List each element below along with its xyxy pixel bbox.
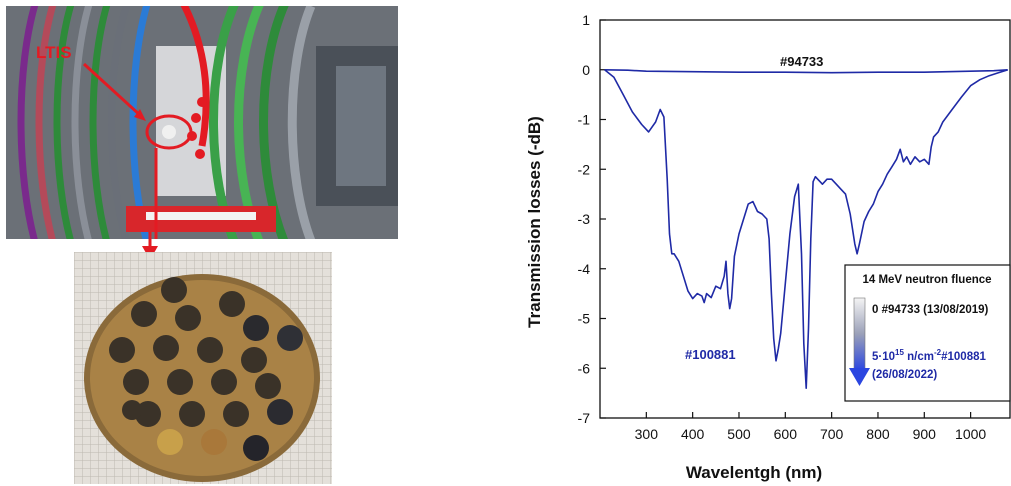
- y-tick-label: -5: [578, 311, 591, 327]
- fluence-arrow-icon: [849, 297, 870, 386]
- legend-title: 14 MeV neutron fluence: [862, 274, 991, 286]
- x-tick-label: 300: [635, 426, 659, 442]
- legend: 14 MeV neutron fluence 0 #94733 (13/08/2…: [844, 264, 1011, 402]
- y-tick-label: -6: [578, 360, 591, 376]
- transmission-chart: 300 400 500 600 700 800 900 1000 1 0 -1 -2 -3 -4 -5 -6 -…: [520, 0, 1011, 486]
- y-tick-label: 0: [582, 62, 590, 78]
- legend-box: [844, 264, 1011, 402]
- legend-fluence-unit: n/cm: [904, 351, 934, 363]
- y-tick-label: -2: [578, 161, 591, 177]
- y-tick-label: -7: [578, 410, 591, 426]
- y-tick-label: -3: [578, 211, 591, 227]
- x-tick-label: 800: [866, 426, 890, 442]
- legend-entry-94733: 0 #94733 (13/08/2019): [872, 304, 989, 316]
- series-line-100881: [604, 69, 1008, 390]
- legend-fluence-exp: 15: [895, 348, 904, 357]
- legend-date-100881: (26/08/2022): [872, 369, 937, 381]
- y-axis-title: Transmission losses (-dB): [525, 116, 544, 328]
- sample-holder-photo: [74, 252, 332, 484]
- x-tick-label: 700: [820, 426, 844, 442]
- cad-render-graphic: LTIS: [6, 6, 398, 239]
- legend-entry-100881: 5·1015 n/cm-2#100881: [872, 348, 986, 363]
- x-tick-label: 400: [681, 426, 705, 442]
- legend-fluence-unit-exp: -2: [934, 348, 942, 357]
- x-axis-title: Wavelentgh (nm): [686, 463, 822, 482]
- series-label-94733: #94733: [780, 54, 823, 69]
- legend-fluence-base: 5·10: [872, 351, 895, 363]
- x-tick-label: 900: [913, 426, 937, 442]
- x-tick-label: 1000: [955, 426, 986, 442]
- ltis-label: LTIS: [36, 43, 72, 62]
- series-label-100881: #100881: [685, 347, 736, 362]
- x-tick-label: 600: [774, 426, 798, 442]
- cad-render-image: LTIS: [6, 6, 398, 239]
- y-tick-label: -1: [578, 112, 591, 128]
- legend-id-100881: #100881: [941, 351, 986, 363]
- y-tick-label: -4: [578, 261, 591, 277]
- chart-canvas: 300 400 500 600 700 800 900 1000 1 0 -1 -2 -3 -4 -5 -6 -…: [525, 12, 1011, 482]
- x-tick-label: 500: [727, 426, 751, 442]
- sample-holder-graphic: [74, 252, 332, 484]
- series-line-94733: [604, 69, 1008, 74]
- ltis-highlight-circle: [145, 114, 193, 150]
- y-tick-label: 1: [582, 12, 590, 28]
